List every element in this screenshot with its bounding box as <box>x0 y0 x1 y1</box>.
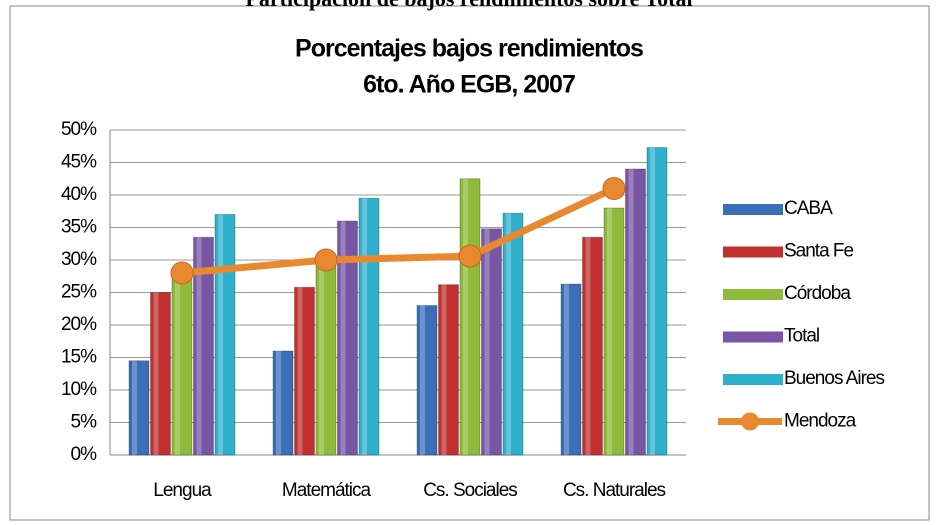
bar <box>625 168 646 456</box>
bar-highlight <box>607 208 612 455</box>
bar <box>438 284 459 456</box>
legend-swatch <box>723 331 783 343</box>
x-tick-label: Matemática <box>282 480 372 501</box>
chart-title: Porcentajes bajos rendimientos <box>295 35 643 63</box>
bar-highlight <box>506 213 511 455</box>
line-marker <box>314 248 338 272</box>
bar <box>582 236 603 456</box>
bar-highlight <box>297 287 303 455</box>
legend-swatch <box>723 204 783 215</box>
bar-highlight <box>650 147 655 456</box>
bar <box>272 350 294 456</box>
legend-label: Total <box>784 326 819 347</box>
bar <box>646 147 668 456</box>
bar <box>481 228 502 456</box>
bar-highlight <box>420 305 425 455</box>
bar-highlight <box>628 169 634 455</box>
bar <box>337 220 358 456</box>
bar-highlight <box>585 237 591 455</box>
y-tick-label: 40% <box>61 184 97 205</box>
x-tick-label: Lengua <box>153 480 212 501</box>
bar <box>193 236 214 456</box>
x-tick-label: Cs. Naturales <box>563 480 666 501</box>
y-tick-label: 20% <box>61 314 97 335</box>
y-tick-label: 10% <box>61 379 97 400</box>
bar <box>560 283 582 456</box>
y-tick-label: 0% <box>71 444 98 465</box>
legend-label: CABA <box>784 198 833 219</box>
legend-label: Buenos Aires <box>784 368 884 389</box>
legend-swatch <box>723 246 783 258</box>
legend-label: Córdoba <box>784 283 851 304</box>
bar-highlight <box>362 198 367 455</box>
bar-highlight <box>441 284 447 455</box>
bar-highlight <box>463 178 468 455</box>
bar-highlight <box>153 292 159 455</box>
x-tick-label: Cs. Sociales <box>423 480 517 501</box>
y-tick-label: 50% <box>61 119 97 140</box>
bar-highlight <box>276 351 281 455</box>
bar-highlight <box>319 263 324 455</box>
bar-highlight <box>175 273 180 455</box>
clipped-header: Participación de bajos rendimientos sobr… <box>245 0 692 11</box>
bar <box>502 212 524 456</box>
y-tick-label: 30% <box>61 249 97 270</box>
legend-swatch-marker <box>741 412 759 431</box>
bar <box>603 207 625 456</box>
bar-highlight <box>484 228 490 455</box>
bar <box>128 360 150 456</box>
y-tick-label: 25% <box>61 282 97 303</box>
line <box>181 185 616 277</box>
line-marker <box>602 177 626 200</box>
legend-label: Mendoza <box>784 411 857 432</box>
bar-highlight <box>564 284 569 455</box>
line-marker <box>458 244 482 268</box>
line-marker <box>170 261 194 285</box>
bar <box>294 286 315 456</box>
y-tick-label: 35% <box>61 217 97 238</box>
bar <box>150 292 171 456</box>
y-tick-label: 45% <box>61 152 97 173</box>
legend-label: Santa Fe <box>784 241 854 262</box>
bar-highlight <box>132 360 137 455</box>
bar <box>214 214 236 456</box>
legend-swatch <box>723 289 783 300</box>
bar-highlight <box>196 237 202 455</box>
chart-subtitle: 6to. Año EGB, 2007 <box>363 71 575 99</box>
bar <box>416 305 438 456</box>
legend-swatch <box>723 374 783 385</box>
y-tick-label: 15% <box>61 347 97 368</box>
y-tick-label: 5% <box>71 412 98 433</box>
bar-highlight <box>340 221 346 455</box>
bar-highlight <box>218 214 223 455</box>
